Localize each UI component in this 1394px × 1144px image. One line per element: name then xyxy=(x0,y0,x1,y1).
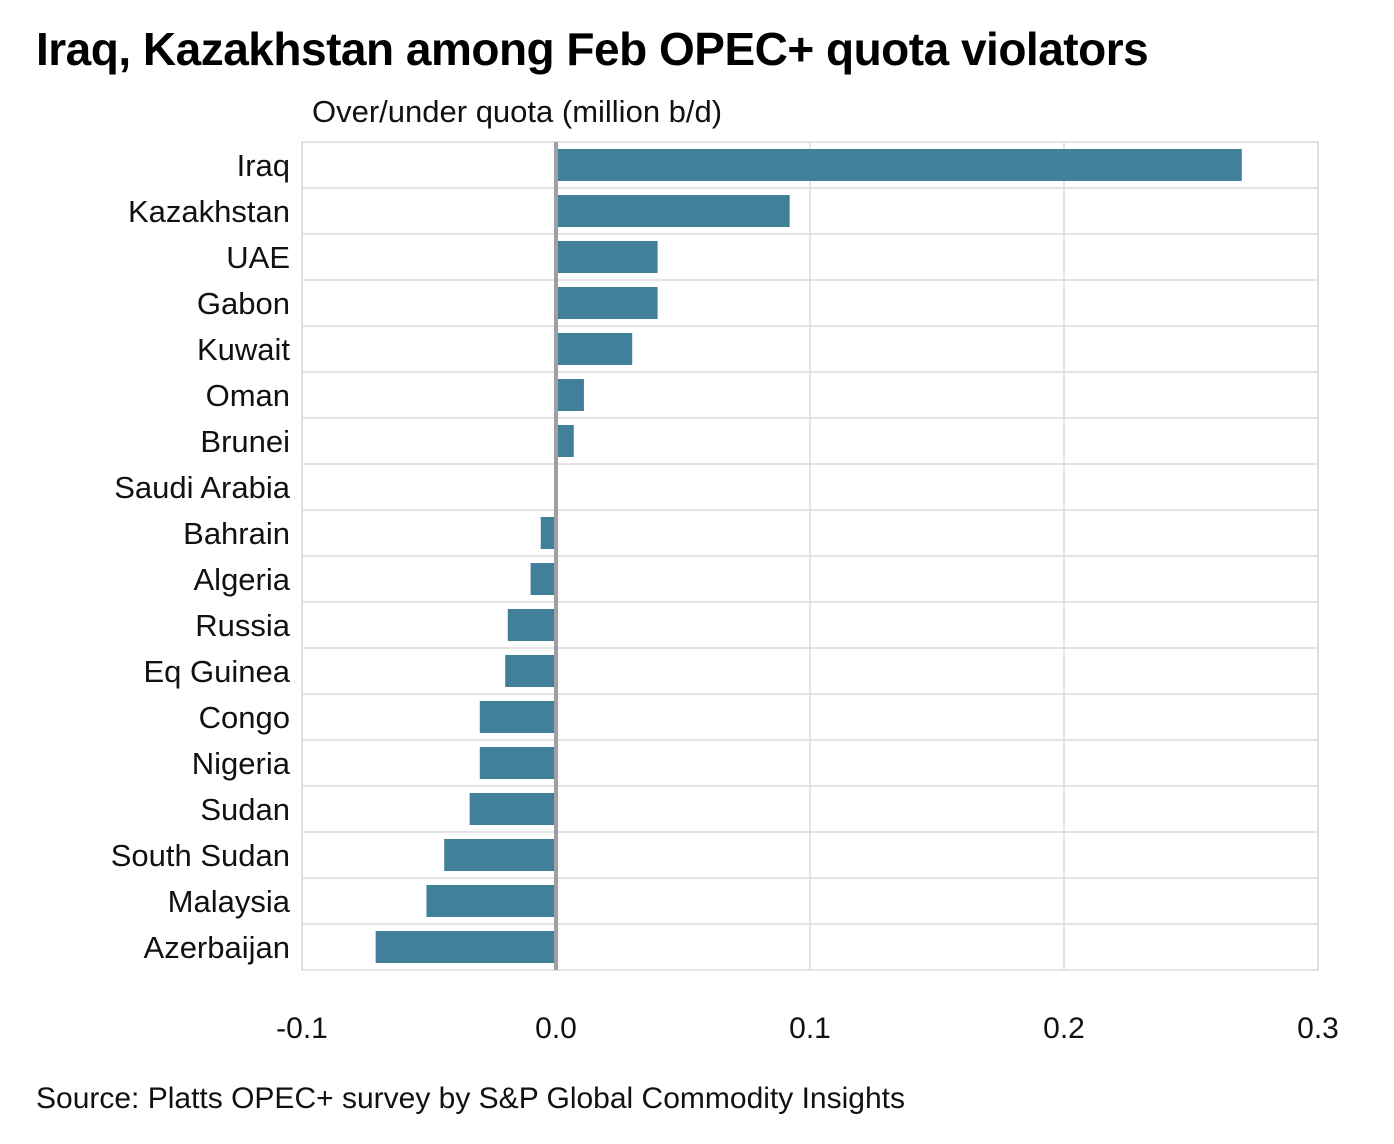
category-label: Algeria xyxy=(194,562,291,597)
bar xyxy=(556,195,790,227)
x-tick-label: 0.1 xyxy=(789,1012,831,1045)
bar xyxy=(479,701,556,733)
bar xyxy=(479,747,556,779)
bar xyxy=(556,287,658,319)
category-label: Kazakhstan xyxy=(128,194,290,229)
category-label: Russia xyxy=(195,608,291,643)
category-label: Gabon xyxy=(197,286,290,321)
bar xyxy=(556,379,584,411)
category-label: South Sudan xyxy=(111,838,290,873)
x-tick-label: 0.2 xyxy=(1043,1012,1085,1045)
category-label: Congo xyxy=(199,700,290,735)
bar xyxy=(507,609,556,641)
bar xyxy=(426,885,556,917)
chart-title: Iraq, Kazakhstan among Feb OPEC+ quota v… xyxy=(36,23,1149,75)
bar xyxy=(530,563,556,595)
bar xyxy=(540,517,556,549)
category-label: Brunei xyxy=(200,424,290,459)
category-label: Nigeria xyxy=(192,746,291,781)
source-note: Source: Platts OPEC+ survey by S&P Globa… xyxy=(36,1082,905,1115)
x-tick-label: 0.3 xyxy=(1297,1012,1339,1045)
category-label: Eq Guinea xyxy=(144,654,291,689)
category-label: Sudan xyxy=(200,792,290,827)
bar xyxy=(444,839,556,871)
bar xyxy=(556,425,574,457)
category-label: Bahrain xyxy=(183,516,290,551)
bar xyxy=(556,333,633,365)
category-label: Azerbaijan xyxy=(144,930,290,965)
axis-unit-label: Over/under quota (million b/d) xyxy=(312,94,723,129)
x-tick-label: 0.0 xyxy=(535,1012,577,1045)
bar xyxy=(375,931,556,963)
bar xyxy=(505,655,556,687)
bar xyxy=(556,241,658,273)
category-label: UAE xyxy=(226,240,290,275)
x-tick-label: -0.1 xyxy=(276,1012,328,1045)
category-label: Oman xyxy=(206,378,290,413)
category-label: Iraq xyxy=(237,148,290,183)
category-label: Kuwait xyxy=(197,332,290,367)
category-label: Malaysia xyxy=(168,884,291,919)
bar xyxy=(469,793,556,825)
category-label: Saudi Arabia xyxy=(114,470,291,505)
bar xyxy=(556,149,1242,181)
